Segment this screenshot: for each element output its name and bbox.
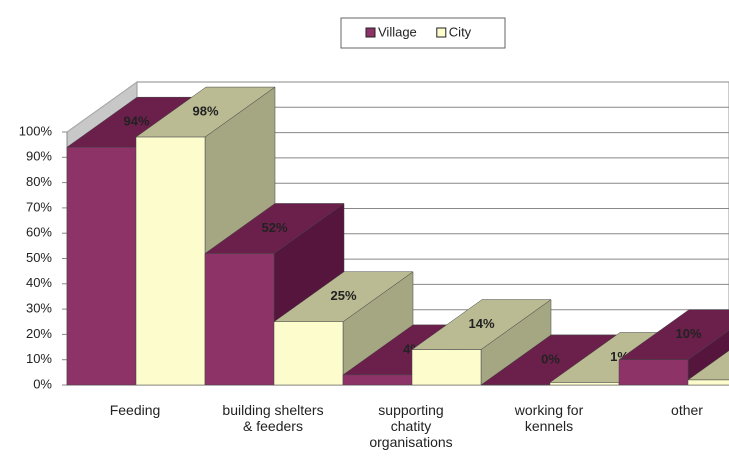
bar-front bbox=[342, 374, 413, 386]
y-tick-label: 20% bbox=[26, 326, 52, 341]
y-tick-label: 80% bbox=[26, 174, 52, 189]
y-tick-label: 90% bbox=[26, 149, 52, 164]
y-tick-label: 70% bbox=[26, 199, 52, 214]
value-label: 0% bbox=[541, 351, 560, 366]
legend-swatch bbox=[365, 27, 376, 38]
bar-front bbox=[66, 146, 137, 386]
legend-label: City bbox=[449, 24, 472, 39]
value-label: 94% bbox=[123, 114, 149, 129]
value-label: 25% bbox=[330, 288, 356, 303]
grid-line bbox=[66, 81, 138, 133]
bar-front bbox=[135, 136, 206, 386]
x-tick-label: working for kennels bbox=[514, 402, 584, 434]
x-tick-label: other bbox=[671, 402, 703, 418]
bar-front bbox=[549, 382, 620, 386]
bar: 14% bbox=[411, 299, 552, 386]
y-tick-label: 100% bbox=[19, 123, 53, 138]
bar-front bbox=[618, 359, 689, 386]
x-tick-label: building shelters & feeders bbox=[222, 402, 324, 434]
y-tick-label: 10% bbox=[26, 351, 52, 366]
bar-front bbox=[204, 253, 275, 386]
bar-front bbox=[273, 321, 344, 386]
value-label: 52% bbox=[261, 220, 287, 235]
value-label: 10% bbox=[675, 326, 701, 341]
bar-front bbox=[411, 349, 482, 386]
y-tick-label: 60% bbox=[26, 225, 52, 240]
y-tick-label: 0% bbox=[33, 376, 52, 391]
bar: 25% bbox=[273, 271, 414, 386]
y-tick-label: 50% bbox=[26, 250, 52, 265]
y-tick-label: 30% bbox=[26, 301, 52, 316]
value-label: 14% bbox=[468, 316, 494, 331]
value-label: 98% bbox=[192, 103, 218, 118]
bar bbox=[687, 350, 729, 386]
bar-front bbox=[687, 379, 729, 386]
x-tick-label: supporting chatity organisations bbox=[369, 402, 453, 450]
legend-label: Village bbox=[378, 24, 417, 39]
x-tick-label: Feeding bbox=[109, 402, 161, 418]
legend-swatch bbox=[436, 27, 447, 38]
bar: 10% bbox=[618, 309, 729, 386]
y-tick-label: 40% bbox=[26, 275, 52, 290]
bar-top bbox=[687, 350, 729, 381]
